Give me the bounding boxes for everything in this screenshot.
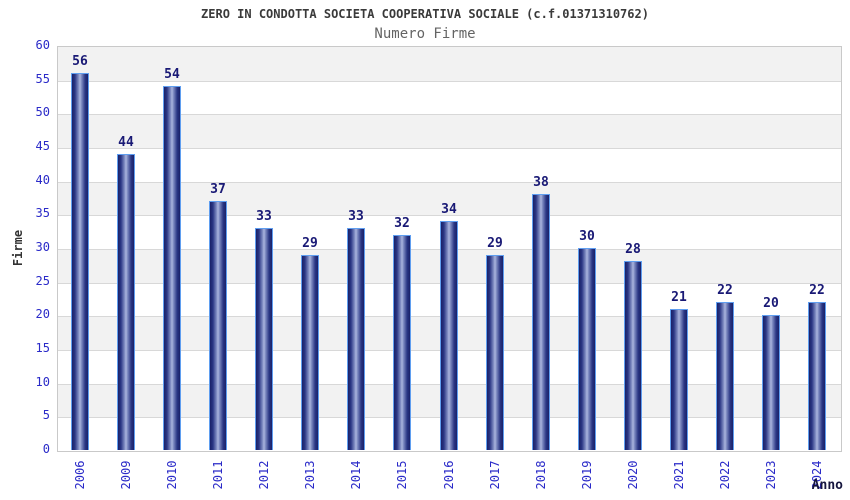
y-tick-label: 55 bbox=[35, 71, 50, 86]
gridline bbox=[58, 148, 841, 149]
bar-value-label: 38 bbox=[533, 175, 549, 191]
x-tick-label: 2019 bbox=[580, 460, 594, 490]
x-tick-label: 2013 bbox=[303, 460, 317, 490]
gridline bbox=[58, 80, 841, 82]
plot-band bbox=[58, 80, 841, 115]
bar-2013 bbox=[301, 254, 319, 450]
chart-subtitle: Numero Firme bbox=[374, 26, 476, 42]
x-tick-label: 2020 bbox=[626, 460, 640, 490]
x-tick-label: 2011 bbox=[211, 460, 225, 490]
x-axis-title: Anno bbox=[811, 478, 843, 493]
bar-value-label: 34 bbox=[441, 202, 457, 218]
y-tick-label: 5 bbox=[42, 408, 50, 423]
x-tick-label: 2017 bbox=[488, 460, 502, 490]
x-tick-label: 2021 bbox=[672, 460, 686, 490]
bar-2006 bbox=[71, 72, 89, 450]
bar-value-label: 22 bbox=[717, 282, 733, 298]
bar-2018 bbox=[532, 194, 550, 450]
bar-2021 bbox=[670, 308, 688, 450]
bar-2015 bbox=[393, 234, 411, 450]
y-tick-label: 0 bbox=[42, 442, 50, 456]
y-tick-label: 30 bbox=[35, 240, 50, 254]
x-tick-label: 2023 bbox=[764, 460, 778, 490]
bar-2009 bbox=[117, 153, 135, 450]
bar-2016 bbox=[440, 221, 458, 450]
x-tick-label: 2015 bbox=[395, 460, 409, 490]
y-tick-label: 45 bbox=[35, 139, 50, 153]
bar-2023 bbox=[762, 315, 780, 450]
bar-2014 bbox=[347, 227, 365, 450]
y-tick-label: 25 bbox=[35, 273, 50, 288]
x-tick-label: 2009 bbox=[119, 460, 133, 490]
x-tick-label: 2016 bbox=[442, 460, 456, 490]
bar-value-label: 28 bbox=[625, 242, 641, 258]
bar-2019 bbox=[578, 248, 596, 450]
y-tick-label: 15 bbox=[35, 341, 50, 355]
bar-2011 bbox=[209, 200, 227, 450]
bar-value-label: 20 bbox=[763, 296, 779, 312]
gridline bbox=[58, 181, 841, 183]
bar-value-label: 29 bbox=[487, 235, 503, 251]
bar-2012 bbox=[255, 227, 273, 450]
bar-value-label: 29 bbox=[302, 235, 318, 251]
bar-value-label: 44 bbox=[118, 134, 134, 150]
x-tick-label: 2022 bbox=[718, 460, 732, 490]
bar-value-label: 22 bbox=[809, 282, 825, 298]
bar-value-label: 32 bbox=[394, 215, 410, 231]
bar-value-label: 37 bbox=[210, 181, 226, 197]
gridline bbox=[58, 114, 841, 116]
x-tick-label: 2006 bbox=[73, 460, 87, 490]
bar-2017 bbox=[486, 254, 504, 450]
bar-value-label: 54 bbox=[164, 67, 180, 83]
bar-value-label: 33 bbox=[256, 208, 272, 224]
bar-value-label: 56 bbox=[72, 53, 88, 69]
bar-value-label: 33 bbox=[348, 208, 364, 224]
y-tick-label: 10 bbox=[35, 374, 50, 389]
y-tick-label: 60 bbox=[35, 38, 50, 52]
gridline bbox=[58, 215, 841, 217]
x-tick-label: 2014 bbox=[349, 460, 363, 490]
bar-2010 bbox=[163, 86, 181, 450]
y-tick-label: 20 bbox=[35, 307, 50, 322]
plot-band bbox=[58, 114, 841, 148]
plot-area bbox=[57, 46, 842, 452]
x-tick-label: 2012 bbox=[257, 460, 271, 490]
x-tick-label: 2018 bbox=[534, 460, 548, 490]
bar-2024 bbox=[808, 301, 826, 450]
y-tick-label: 50 bbox=[35, 105, 50, 120]
bar-value-label: 21 bbox=[671, 289, 687, 305]
y-tick-label: 35 bbox=[35, 206, 50, 221]
plot-band bbox=[58, 181, 841, 216]
plot-band bbox=[58, 47, 841, 81]
chart-title: ZERO IN CONDOTTA SOCIETA COOPERATIVA SOC… bbox=[201, 7, 649, 21]
bar-value-label: 30 bbox=[579, 229, 595, 244]
bar-2020 bbox=[624, 261, 642, 450]
y-tick-label: 40 bbox=[35, 172, 50, 187]
plot-band bbox=[58, 148, 841, 182]
bar-2022 bbox=[716, 301, 734, 450]
x-tick-label: 2010 bbox=[165, 460, 179, 490]
